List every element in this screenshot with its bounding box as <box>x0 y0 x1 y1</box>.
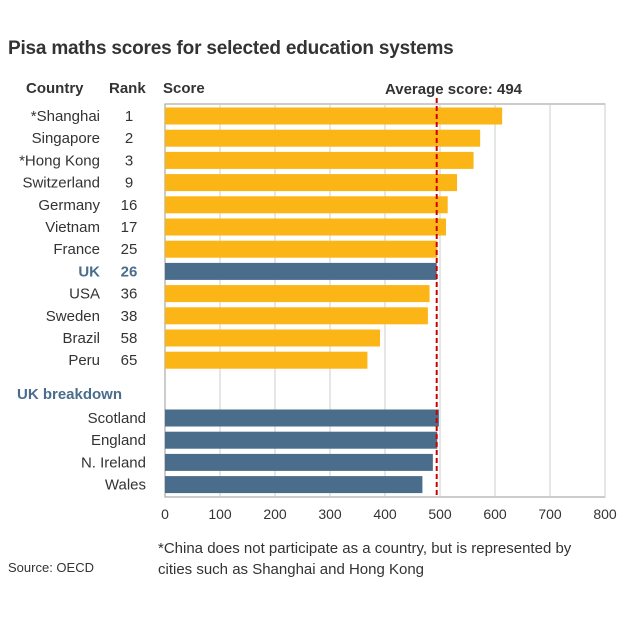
breakdown-label: N. Ireland <box>81 454 146 471</box>
average-label: Average score: 494 <box>385 81 523 98</box>
rank-label: 36 <box>121 286 138 303</box>
breakdown-bar <box>165 431 438 449</box>
country-label: *Hong Kong <box>19 152 100 169</box>
rank-label: 58 <box>121 330 138 347</box>
country-label: Vietnam <box>45 219 100 236</box>
breakdown-bar <box>165 453 433 471</box>
country-label: Germany <box>38 197 100 214</box>
breakdown-heading: UK breakdown <box>17 386 122 403</box>
x-tick-label: 400 <box>373 506 397 522</box>
country-label: Brazil <box>62 330 100 347</box>
score-column-header: Score <box>163 80 205 97</box>
rank-label: 2 <box>125 130 133 147</box>
rank-label: 3 <box>125 152 133 169</box>
x-tick-label: 300 <box>318 506 342 522</box>
x-tick-label: 0 <box>161 506 169 522</box>
rank-label: 26 <box>121 263 138 280</box>
country-label: Singapore <box>32 130 100 147</box>
bar <box>165 262 437 280</box>
country-label: Switzerland <box>22 175 100 192</box>
country-label: Sweden <box>46 308 100 325</box>
x-tick-label: 600 <box>483 506 507 522</box>
breakdown-label: Wales <box>105 477 146 494</box>
breakdown-bar <box>165 476 423 494</box>
rank-label: 25 <box>121 241 138 258</box>
bar <box>165 351 368 369</box>
bar <box>165 107 503 125</box>
rank-label: 9 <box>125 175 133 192</box>
breakdown-label: England <box>91 432 146 449</box>
bar <box>165 218 447 236</box>
country-label: Peru <box>68 352 100 369</box>
rank-label: 38 <box>121 308 138 325</box>
bar <box>165 240 438 258</box>
country-label: *Shanghai <box>31 108 100 125</box>
x-tick-label: 500 <box>428 506 452 522</box>
country-label: France <box>53 241 100 258</box>
x-tick-label: 100 <box>208 506 232 522</box>
breakdown-bar <box>165 409 439 427</box>
bar <box>165 285 430 303</box>
country-label: USA <box>69 286 100 303</box>
bar <box>165 174 458 192</box>
bar <box>165 329 381 347</box>
country-label: UK <box>78 263 100 280</box>
footnote: *China does not participate as a country… <box>158 540 572 578</box>
x-tick-label: 800 <box>593 506 617 522</box>
bar <box>165 307 428 325</box>
country-column-header: Country <box>26 80 84 97</box>
rank-column-header: Rank <box>109 80 146 97</box>
rank-label: 65 <box>121 352 138 369</box>
rank-label: 1 <box>125 108 133 125</box>
breakdown-label: Scotland <box>88 410 146 427</box>
chart-title: Pisa maths scores for selected education… <box>8 38 454 59</box>
x-tick-label: 200 <box>263 506 287 522</box>
rank-label: 17 <box>121 219 138 236</box>
bar <box>165 151 474 169</box>
bar <box>165 129 481 147</box>
rank-label: 16 <box>121 197 138 214</box>
x-tick-label: 700 <box>538 506 562 522</box>
bar <box>165 196 448 214</box>
source-note: Source: OECD <box>8 560 94 575</box>
